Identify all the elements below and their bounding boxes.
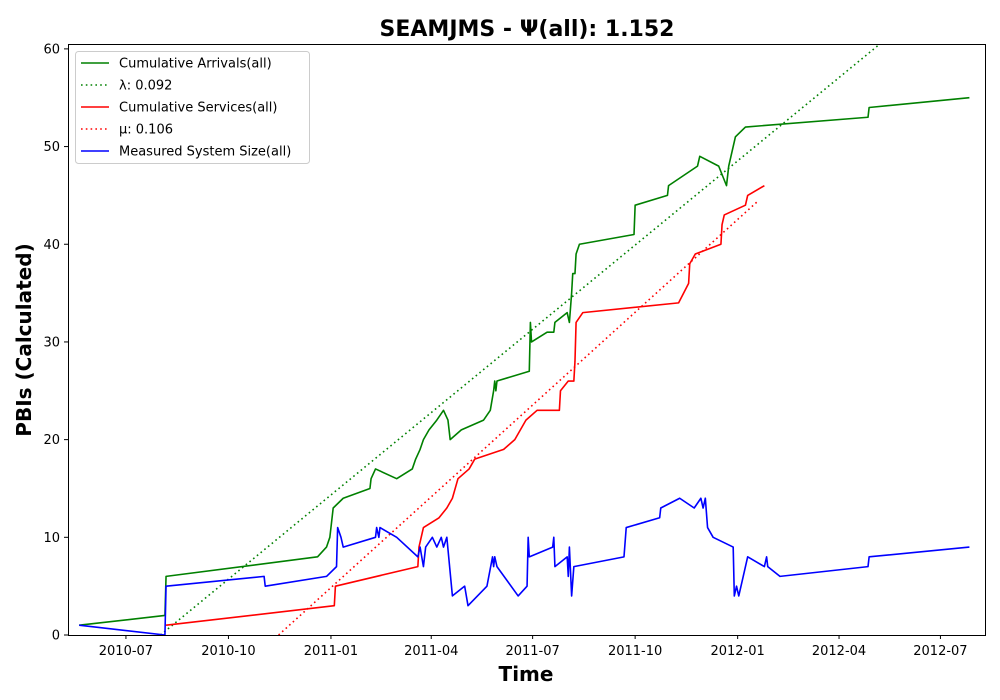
series-line-measured-system-size-all [79, 497, 970, 635]
series-line-cumulative-services-all [165, 184, 765, 627]
x-tick-label: 2010-07 [99, 644, 153, 659]
legend-box [75, 51, 310, 164]
x-tick-label: 2012-04 [812, 644, 866, 659]
y-axis-ticks: 0 10 20 30 40 50 60 [43, 42, 68, 644]
legend: Cumulative Arrivals(all) λ: 0.092 Cumulati… [75, 51, 310, 164]
legend-item-0-106: μ: 0.106 [81, 123, 173, 138]
x-tick-label: 2011-07 [505, 644, 559, 659]
legend-item-cumulative-arrivals-all: Cumulative Arrivals(all) [81, 57, 272, 72]
series-layer [79, 44, 970, 635]
y-tick-label: 60 [43, 42, 60, 57]
legend-label: Cumulative Arrivals(all) [119, 57, 272, 72]
y-tick-label: 20 [43, 433, 60, 448]
series-line-cumulative-arrivals-all [79, 96, 970, 627]
x-tick-label: 2011-10 [608, 644, 662, 659]
legend-label: Cumulative Services(all) [119, 101, 277, 116]
legend-item-measured-system-size-all: Measured System Size(all) [81, 145, 291, 160]
legend-label: λ: 0.092 [119, 79, 172, 94]
y-tick-label: 30 [43, 335, 60, 350]
x-tick-label: 2010-10 [201, 644, 255, 659]
x-axis-ticks: 2010-07 2010-10 2011-01 2011-04 2011-07 2011-… [99, 635, 968, 659]
legend-item-cumulative-services-all: Cumulative Services(all) [81, 101, 277, 116]
y-tick-label: 50 [43, 140, 60, 155]
x-tick-label: 2012-01 [710, 644, 764, 659]
x-tick-label: 2011-01 [304, 644, 358, 659]
y-axis-label: PBIs (Calculated) [12, 243, 36, 436]
legend-item-0-092: λ: 0.092 [81, 79, 172, 94]
plot-frame [68, 44, 986, 636]
legend-items: Cumulative Arrivals(all) λ: 0.092 Cumulati… [81, 57, 291, 160]
legend-label: μ: 0.106 [119, 123, 173, 138]
y-tick-label: 10 [43, 531, 60, 546]
legend-label: Measured System Size(all) [119, 145, 291, 160]
y-tick-label: 0 [52, 629, 60, 644]
x-tick-label: 2011-04 [404, 644, 458, 659]
chart-title: SEAMJMS - Ψ(all): 1.152 [380, 17, 675, 42]
y-tick-label: 40 [43, 238, 60, 253]
x-tick-label: 2012-07 [913, 644, 967, 659]
x-axis-label: Time [499, 662, 554, 686]
